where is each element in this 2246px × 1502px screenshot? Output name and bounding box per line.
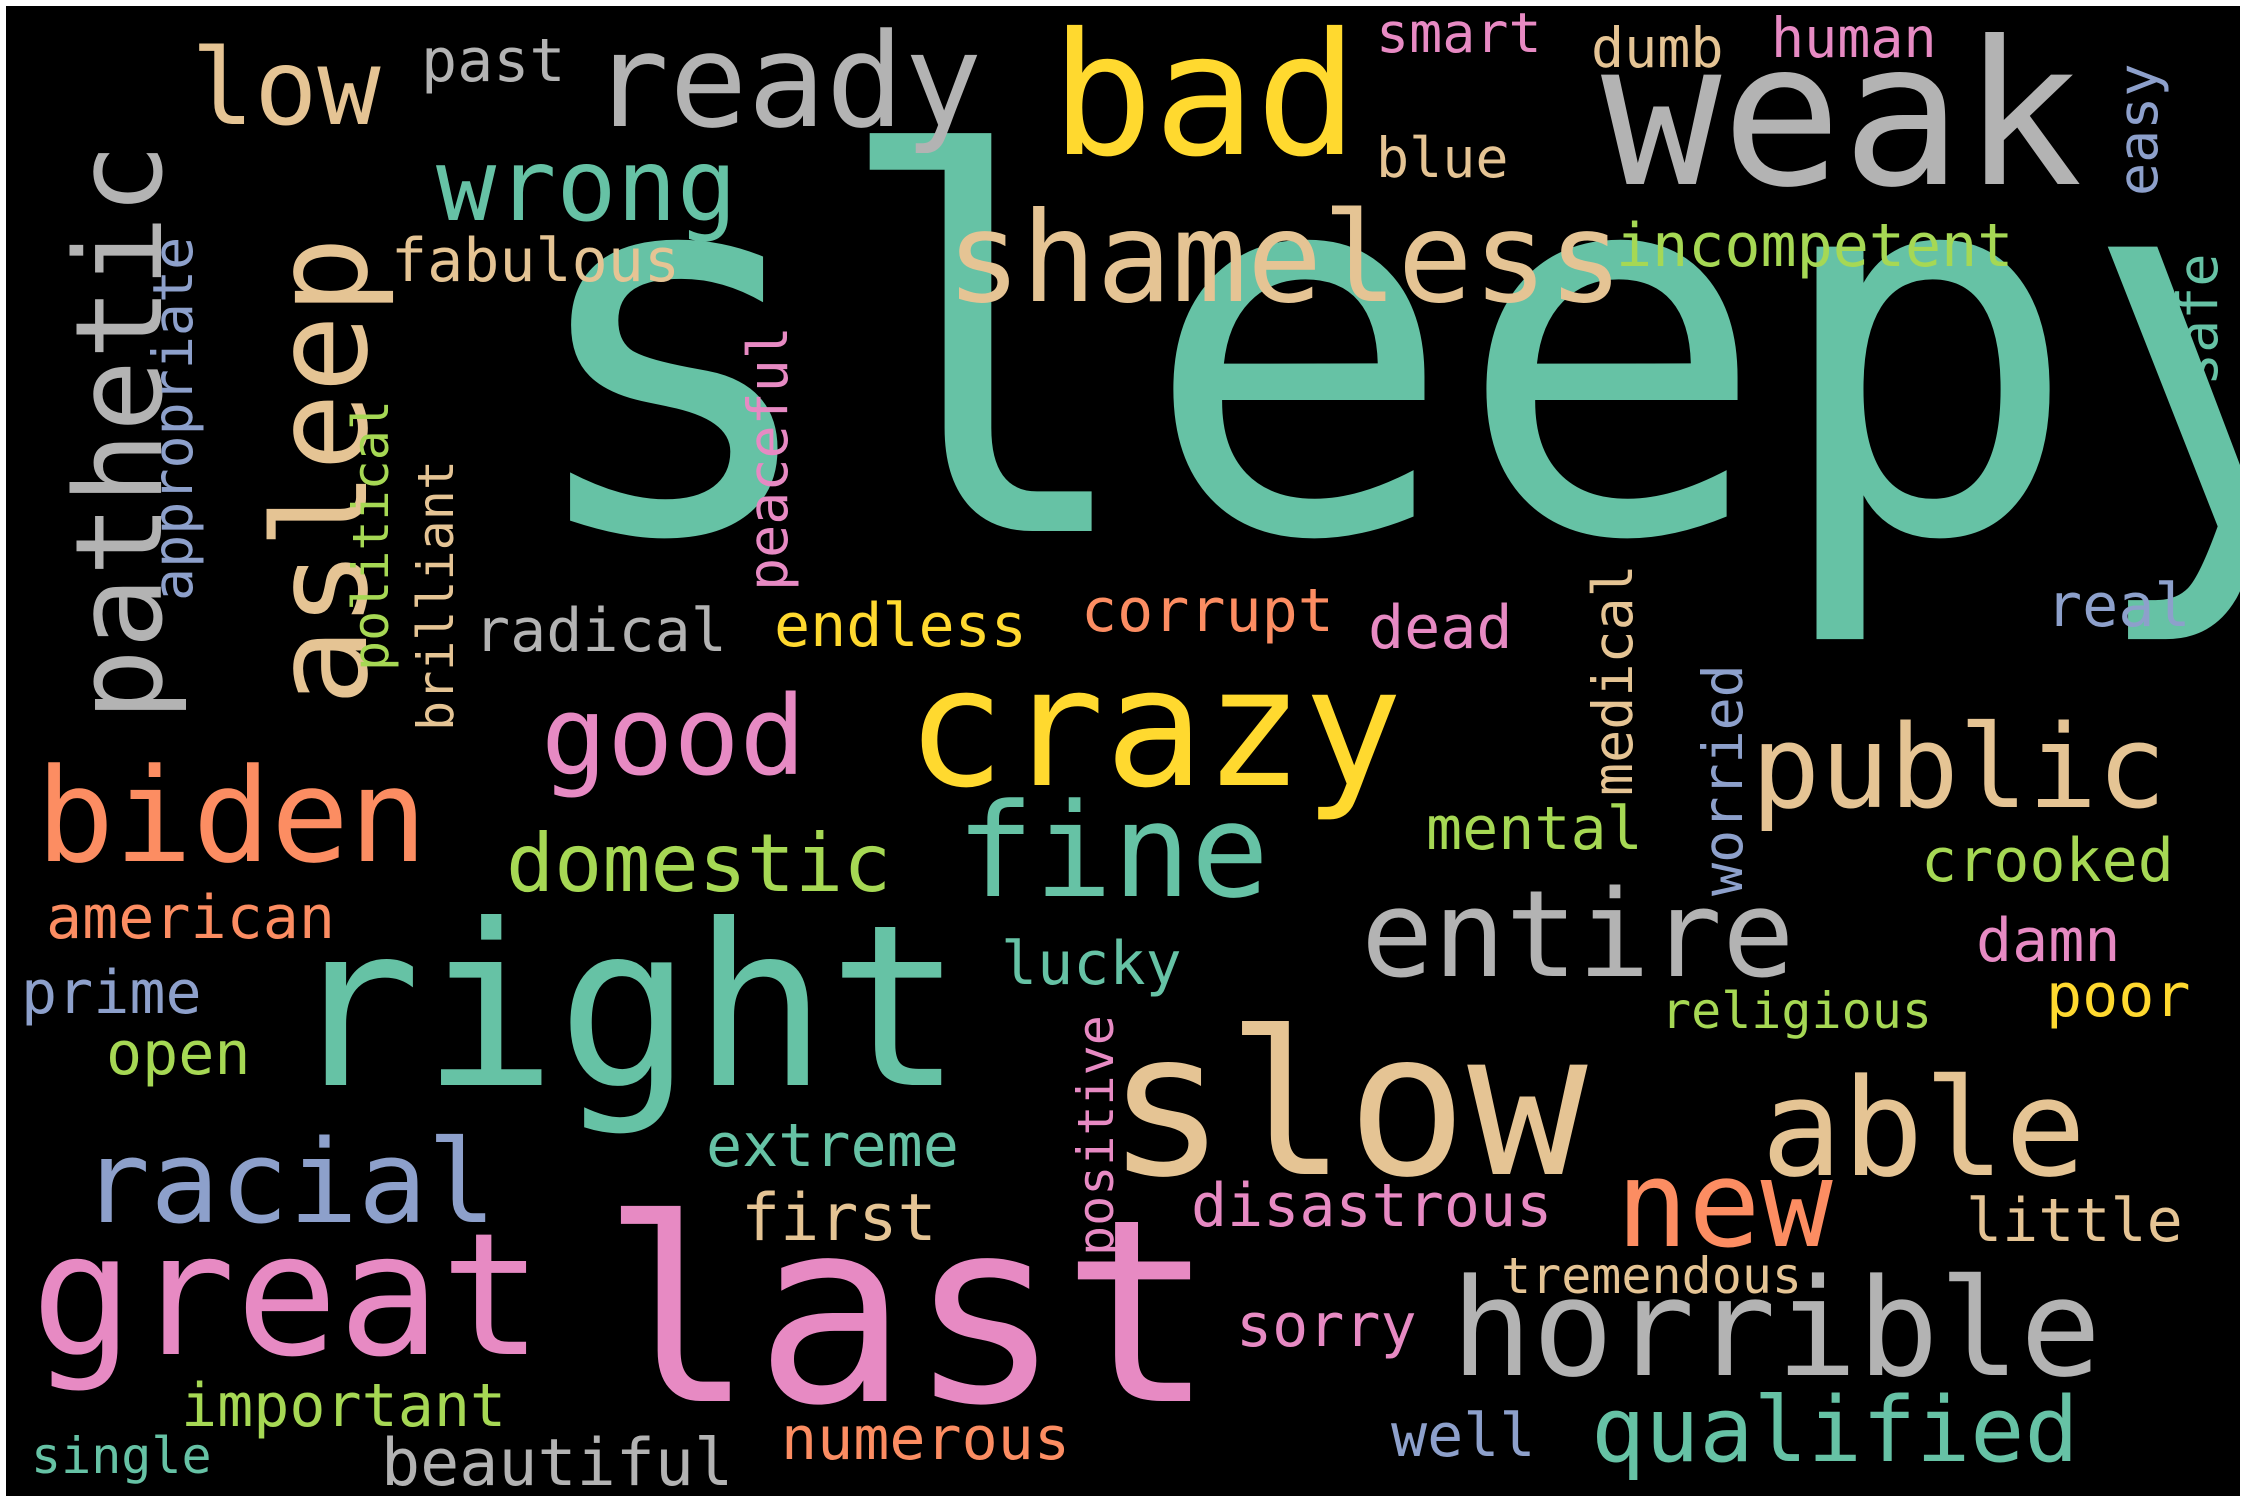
word-worried: worried: [1691, 664, 1755, 896]
word-human: human: [1771, 6, 1937, 70]
word-blue: blue: [1376, 126, 1509, 190]
word-entire: entire: [1361, 866, 1795, 1005]
word-sleepy: sleepy: [516, 48, 2240, 654]
word-weak: weak: [1601, 6, 2083, 232]
word-public: public: [1751, 701, 2167, 835]
word-smart: smart: [1376, 6, 1542, 65]
word-right: right: [286, 877, 964, 1139]
word-qualified: qualified: [1591, 1378, 2079, 1483]
word-horrible: horrible: [1451, 1250, 2102, 1407]
word-tremendous: tremendous: [1501, 1247, 1803, 1305]
word-single: single: [31, 1427, 212, 1485]
word-radical: radical: [474, 596, 727, 666]
word-racial: racial: [81, 1116, 497, 1250]
word-good: good: [541, 672, 806, 800]
word-appropriate: appropriate: [141, 236, 205, 601]
word-dumb: dumb: [1591, 16, 1724, 80]
word-crazy: crazy: [906, 632, 1403, 824]
word-dead: dead: [1368, 593, 1513, 663]
word-fabulous: fabulous: [391, 226, 680, 296]
word-endless: endless: [774, 591, 1027, 661]
word-corrupt: corrupt: [1081, 576, 1334, 646]
word-low: low: [191, 27, 381, 149]
word-little: little: [1966, 1186, 2183, 1256]
word-brilliant: brilliant: [407, 460, 465, 731]
word-damn: damn: [1976, 906, 2121, 976]
word-political: political: [342, 400, 400, 671]
word-extreme: extreme: [706, 1111, 959, 1181]
word-bad: bad: [1051, 6, 1359, 195]
word-numerous: numerous: [781, 1404, 1070, 1474]
word-crooked: crooked: [1921, 826, 2174, 896]
word-last: last: [601, 1165, 1216, 1462]
word-mental: mental: [1426, 794, 1643, 864]
word-well: well: [1391, 1401, 1536, 1471]
word-biden: biden: [36, 740, 428, 892]
word-fine: fine: [956, 775, 1270, 927]
word-open: open: [106, 1019, 251, 1089]
word-poor: poor: [2046, 961, 2191, 1031]
word-american: american: [46, 883, 335, 953]
word-ready: ready: [591, 6, 983, 157]
word-incompetent: incompetent: [1616, 211, 2014, 281]
word-lucky: lucky: [1001, 929, 1182, 999]
word-prime: prime: [21, 958, 202, 1028]
word-important: important: [181, 1371, 507, 1441]
word-peaceful: peaceful: [736, 326, 800, 591]
word-disastrous: disastrous: [1191, 1171, 1553, 1241]
word-first: first: [741, 1181, 937, 1256]
word-beautiful: beautiful: [381, 1426, 734, 1496]
word-cloud: sleepy weak bad ready low past smart dumb human e…: [6, 6, 2240, 1496]
word-real: real: [2046, 571, 2191, 641]
word-easy: easy: [2106, 63, 2170, 196]
word-slow: slow: [1106, 989, 1588, 1222]
word-new: new: [1616, 1136, 1833, 1275]
word-able: able: [1761, 1050, 2087, 1207]
word-religious: religious: [1661, 982, 1932, 1040]
word-safe: safe: [2166, 253, 2230, 386]
word-shameless: shameless: [946, 186, 1624, 331]
word-wrong: wrong: [436, 127, 738, 244]
word-great: great: [31, 1197, 543, 1395]
word-sorry: sorry: [1236, 1291, 1417, 1361]
word-past: past: [421, 26, 566, 96]
word-domestic: domestic: [506, 817, 892, 910]
word-medical: medical: [1581, 564, 1645, 796]
